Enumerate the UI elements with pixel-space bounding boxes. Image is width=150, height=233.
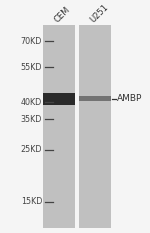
Bar	[79, 96, 111, 101]
Text: U251: U251	[88, 2, 110, 24]
Text: CEM: CEM	[53, 5, 72, 24]
Text: 40KD: 40KD	[21, 98, 42, 107]
Text: 55KD: 55KD	[21, 63, 42, 72]
Bar	[43, 25, 75, 228]
Bar	[79, 25, 111, 228]
Text: AMBP: AMBP	[117, 94, 142, 103]
Bar	[43, 93, 75, 105]
Text: 35KD: 35KD	[21, 115, 42, 124]
Text: 25KD: 25KD	[21, 145, 42, 154]
Text: 70KD: 70KD	[21, 37, 42, 46]
Text: 15KD: 15KD	[21, 197, 42, 206]
